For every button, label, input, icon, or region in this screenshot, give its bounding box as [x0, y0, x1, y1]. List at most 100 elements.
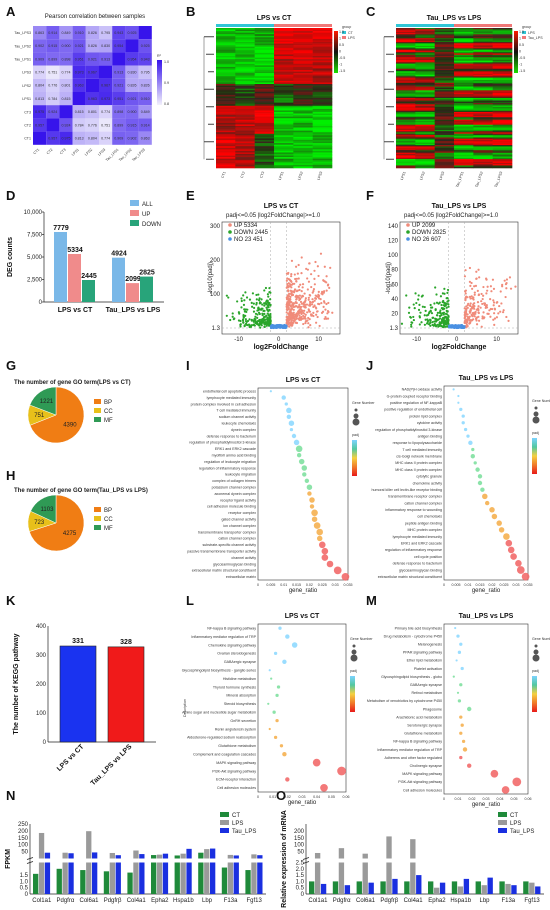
heatmap-cell	[492, 39, 513, 42]
heatmap-cell	[473, 47, 493, 49]
point-down	[225, 294, 228, 297]
heatmap-cell	[492, 43, 513, 45]
heatmap-cell	[415, 156, 435, 159]
term-dot	[282, 659, 287, 664]
heatmap-cell	[454, 122, 474, 124]
heatmap-cell	[434, 148, 455, 151]
heatmap-cell	[434, 141, 455, 143]
heatmap-col-label: Tau_LPS1	[455, 171, 464, 188]
heatmap-cell	[492, 108, 513, 110]
term-label: ECM-receptor interaction	[216, 778, 256, 782]
corr-cell	[138, 26, 152, 40]
heatmap-cell	[473, 155, 493, 157]
heatmap-cell	[235, 66, 255, 69]
heatmap-cell	[492, 148, 513, 151]
heatmap-cell	[473, 44, 493, 47]
term-label: glycosaminoglycan binding	[213, 562, 256, 566]
heatmap-cell	[454, 29, 474, 31]
heatmap-cell	[235, 130, 255, 133]
heatmap-cell	[473, 108, 493, 110]
y-tick: 200	[210, 258, 221, 264]
heatmap-cell	[415, 53, 435, 56]
term-label: Histidine metabolism	[223, 677, 256, 681]
point-up	[497, 312, 500, 315]
heatmap-cell	[473, 87, 493, 90]
point-down	[423, 323, 426, 326]
heatmap-cell	[216, 121, 236, 124]
point-up	[304, 317, 307, 320]
heatmap-cell	[312, 65, 333, 68]
heatmap-cell	[312, 157, 333, 159]
heatmap-cell	[274, 166, 294, 169]
heatmap-cell	[235, 122, 255, 125]
heatmap-cell	[454, 157, 474, 160]
heatmap-cell	[396, 94, 416, 96]
heatmap-cell	[254, 108, 275, 111]
point-down	[409, 315, 412, 319]
heatmap-cell	[254, 136, 275, 139]
heatmap-cell	[235, 138, 255, 141]
heatmap-cell	[235, 91, 255, 94]
corr-cell	[138, 52, 152, 66]
legend-label: DOWN	[142, 222, 161, 228]
heatmap-cell	[216, 152, 236, 155]
y-tick: 250	[18, 822, 29, 828]
heatmap-cell	[235, 155, 255, 158]
heatmap-cell	[434, 54, 455, 57]
heatmap-cell	[235, 98, 255, 100]
x-tick: -10	[412, 337, 421, 343]
heatmap-cell	[254, 88, 275, 91]
heatmap-cell	[254, 66, 275, 69]
point-up	[288, 310, 291, 313]
panel-a-correlation: Pearson correlation between samples0.863…	[14, 14, 169, 162]
point-up	[286, 315, 290, 318]
heatmap-cell	[254, 43, 275, 46]
heatmap-cell	[415, 38, 435, 40]
point-up	[300, 290, 303, 293]
heatmap-cell	[312, 143, 333, 145]
corr-cell	[72, 26, 86, 40]
point-up	[477, 293, 481, 296]
heatmap-cell	[492, 86, 513, 89]
heatmap-cell	[312, 37, 333, 40]
y-tick: 1.0	[20, 879, 29, 885]
corr-value: 0.951	[75, 57, 84, 61]
heatmap-cell	[216, 154, 236, 156]
heatmap-cell	[293, 135, 313, 138]
legend-label: LPS	[510, 821, 521, 827]
bar-value-label: 4924	[111, 251, 127, 258]
heatmap-cell	[235, 56, 255, 58]
point-up	[321, 310, 325, 313]
point-down	[427, 323, 431, 326]
term-dot	[313, 522, 321, 529]
heatmap-cell	[312, 166, 333, 169]
point-no	[460, 326, 463, 329]
heatmap-cell	[473, 28, 493, 30]
heatmap-cell	[254, 119, 275, 122]
bar-lps	[133, 850, 139, 859]
heatmap-cell	[396, 140, 416, 142]
point-up	[306, 288, 309, 291]
heatmap-cell	[235, 90, 255, 93]
heatmap-cell	[434, 53, 455, 56]
heatmap-cell	[312, 150, 333, 153]
heatmap-cell	[396, 76, 416, 78]
term-dot	[275, 718, 279, 723]
x-tick: 0	[443, 797, 445, 801]
point-down	[444, 312, 448, 315]
heatmap-cell	[473, 154, 493, 156]
point-up	[296, 272, 299, 275]
y-tick: 5,000	[27, 255, 43, 261]
heatmap-cell	[415, 64, 435, 67]
point-down	[243, 299, 246, 302]
heatmap-cell	[434, 82, 455, 85]
legend-label: LPS	[528, 31, 535, 35]
point-down	[435, 293, 438, 296]
point-up	[315, 313, 318, 316]
heatmap-cell	[473, 104, 493, 106]
heatmap-cell	[492, 35, 513, 38]
heatmap-cell	[473, 142, 493, 145]
heatmap-cell	[254, 154, 275, 156]
heatmap-cell	[454, 120, 474, 123]
panel-letter-N: N	[6, 788, 15, 803]
